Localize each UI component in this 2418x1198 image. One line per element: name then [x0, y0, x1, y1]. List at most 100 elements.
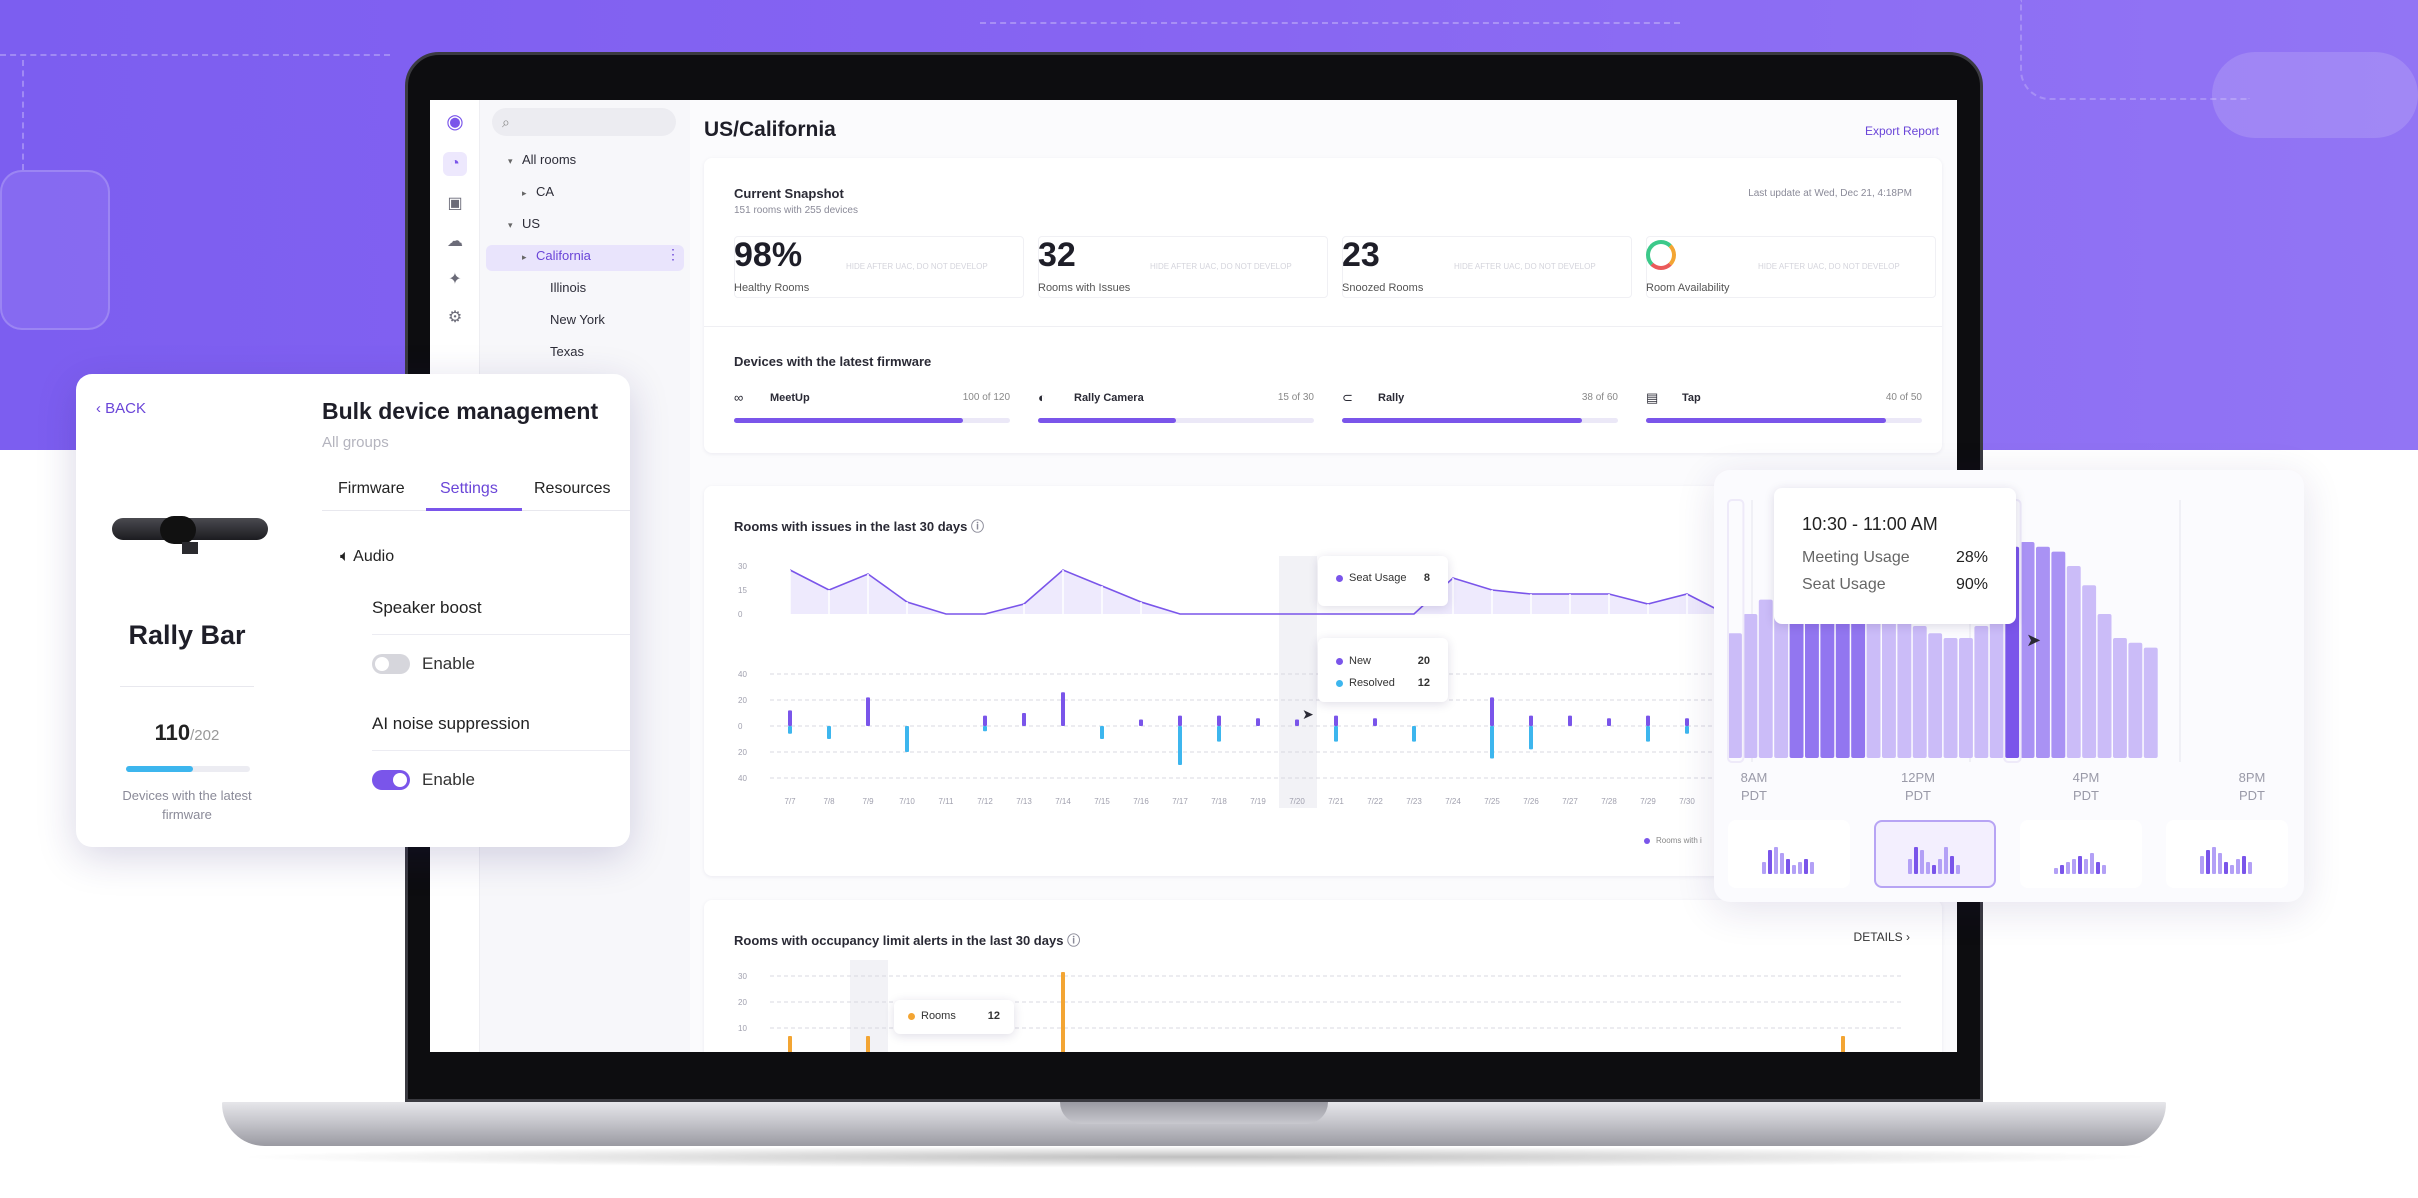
setting-divider	[372, 750, 630, 751]
setting-label: Speaker boost	[372, 598, 482, 617]
tree-item-us[interactable]: ▾ US	[508, 212, 540, 236]
more-options-icon[interactable]: ⋮	[666, 246, 680, 262]
device-progress-track	[126, 766, 250, 772]
firmware-device-name: Tap	[1682, 392, 1701, 404]
x-axis-tz: PDT	[1905, 788, 1931, 803]
mini-chart-thumb[interactable]	[2166, 820, 2288, 888]
occupancy-bar	[788, 1036, 792, 1052]
setting-label: AI noise suppression	[372, 714, 530, 733]
toggle-off[interactable]	[372, 654, 410, 674]
occupancy-bar	[1061, 972, 1065, 1052]
x-tick-label: 7/25	[1484, 797, 1500, 806]
tab-resources[interactable]: Resources	[534, 480, 611, 497]
x-tick-label: 7/24	[1445, 797, 1461, 806]
resolved-issues-bar	[1100, 726, 1104, 739]
usage-bar	[2051, 551, 2066, 758]
firmware-count: 38 of 60	[1581, 392, 1618, 403]
settings-icon[interactable]: ⚙	[447, 309, 463, 326]
y-tick-label: 30	[738, 562, 747, 571]
tree-item-ca[interactable]: ▸ CA	[522, 180, 554, 204]
insights-icon[interactable]: ✦	[448, 271, 462, 288]
tab-settings[interactable]: Settings	[440, 480, 498, 497]
tooltip-value: 12	[1417, 677, 1430, 689]
usage-bar	[2143, 647, 2158, 758]
mini-chart-thumb[interactable]	[1728, 820, 1850, 888]
device-count: 110/202	[76, 720, 298, 746]
tree-item-label: US	[522, 216, 541, 231]
usage-bar	[1928, 633, 1943, 758]
y-tick-label: 40	[738, 670, 747, 679]
resolved-issues-bar	[827, 726, 831, 739]
firmware-progress-fill	[1038, 418, 1176, 423]
tree-item-texas[interactable]: Texas	[536, 340, 584, 364]
mini-bar	[2224, 862, 2228, 874]
new-issues-bar	[1607, 718, 1611, 726]
tooltip-row: Meeting Usage 28%	[1802, 549, 1988, 576]
firmware-progress-track	[1038, 418, 1314, 423]
y-tick-label: 40	[738, 774, 747, 783]
usage-bar	[1728, 633, 1742, 758]
tab-firmware[interactable]: Firmware	[338, 480, 405, 497]
tree-item-illinois[interactable]: Illinois	[536, 276, 586, 300]
x-tick-label: 7/17	[1172, 797, 1188, 806]
tree-item-california[interactable]: ▸ California	[522, 244, 591, 268]
snapshot-card: Current Snapshot 151 rooms with 255 devi…	[704, 158, 1942, 453]
mini-bar	[2054, 868, 2058, 874]
firmware-count: 100 of 120	[962, 392, 1010, 403]
dashboard-icon[interactable]: ◔	[443, 152, 467, 176]
tooltip-label: Resolved	[1349, 677, 1395, 689]
new-issues-bar	[1490, 697, 1494, 726]
tooltip-label: Meeting Usage	[1802, 549, 1910, 566]
caret-right-icon: ▸	[522, 252, 527, 262]
tree-item-new-york[interactable]: New York	[536, 308, 605, 332]
tree-item-all-rooms[interactable]: ▾ All rooms	[508, 148, 576, 172]
rooms-tooltip: Rooms 12	[894, 1000, 1014, 1034]
firmware-device-name: MeetUp	[770, 392, 810, 404]
range-handle	[1727, 499, 1745, 763]
tree-search-input[interactable]: ⌕	[492, 108, 676, 136]
toggle-on[interactable]	[372, 770, 410, 790]
mini-bar	[1920, 850, 1924, 874]
mini-bar	[1768, 850, 1772, 874]
mini-bar	[2072, 859, 2076, 874]
mini-bar	[2242, 856, 2246, 874]
stat-box	[1038, 236, 1328, 298]
tooltip-label: New	[1349, 655, 1372, 667]
decor-dash	[980, 22, 1680, 24]
back-button[interactable]: ‹ BACK	[96, 400, 146, 417]
export-report-link[interactable]: Export Report	[1864, 124, 1939, 138]
usage-bar	[2113, 638, 2127, 758]
mini-chart-thumb[interactable]	[2020, 820, 2142, 888]
firmware-count: 15 of 30	[1277, 392, 1314, 403]
new-resolved-tooltip: New 20 Resolved 12	[1318, 638, 1448, 702]
mini-bar	[1804, 859, 1808, 874]
info-icon[interactable]: ⓘ	[970, 519, 984, 534]
chevron-right-icon: ›	[1906, 930, 1910, 944]
stat-box	[734, 236, 1024, 298]
mini-bar	[1786, 859, 1790, 874]
mini-chart-thumb-selected[interactable]	[1874, 820, 1996, 888]
occupancy-chart: 30 20 10	[738, 960, 1904, 1052]
tree-item-highlight	[486, 245, 684, 271]
room-icon[interactable]: ▣	[447, 195, 463, 212]
legend-label: Rooms with i	[1656, 836, 1702, 845]
new-issues-bar	[1139, 719, 1143, 726]
firmware-progress-track	[1646, 418, 1922, 423]
logo-icon[interactable]: ◉	[446, 111, 464, 133]
details-link[interactable]: DETAILS ›	[1854, 930, 1910, 944]
y-tick-label: 15	[738, 586, 747, 595]
usage-bar	[1835, 580, 1850, 758]
resolved-issues-bar	[1217, 726, 1221, 742]
firmware-title: Devices with the latest firmware	[734, 354, 932, 369]
new-issues-bar	[1685, 718, 1689, 726]
placeholder-note: HIDE AFTER UAC, DO NOT DEVELOP	[1150, 262, 1292, 271]
tree-item-label: Illinois	[550, 280, 587, 295]
stat-label: Rooms with Issues	[1038, 282, 1131, 294]
stat-label: Healthy Rooms	[734, 282, 810, 294]
seat-usage-area	[790, 570, 1726, 614]
x-axis-time: 8AM	[1740, 770, 1768, 785]
tree-item-label: California	[536, 248, 591, 263]
cloud-icon[interactable]: ☁	[447, 233, 463, 250]
info-icon[interactable]: ⓘ	[1067, 933, 1081, 948]
tooltip-value: 12	[987, 1010, 1000, 1022]
